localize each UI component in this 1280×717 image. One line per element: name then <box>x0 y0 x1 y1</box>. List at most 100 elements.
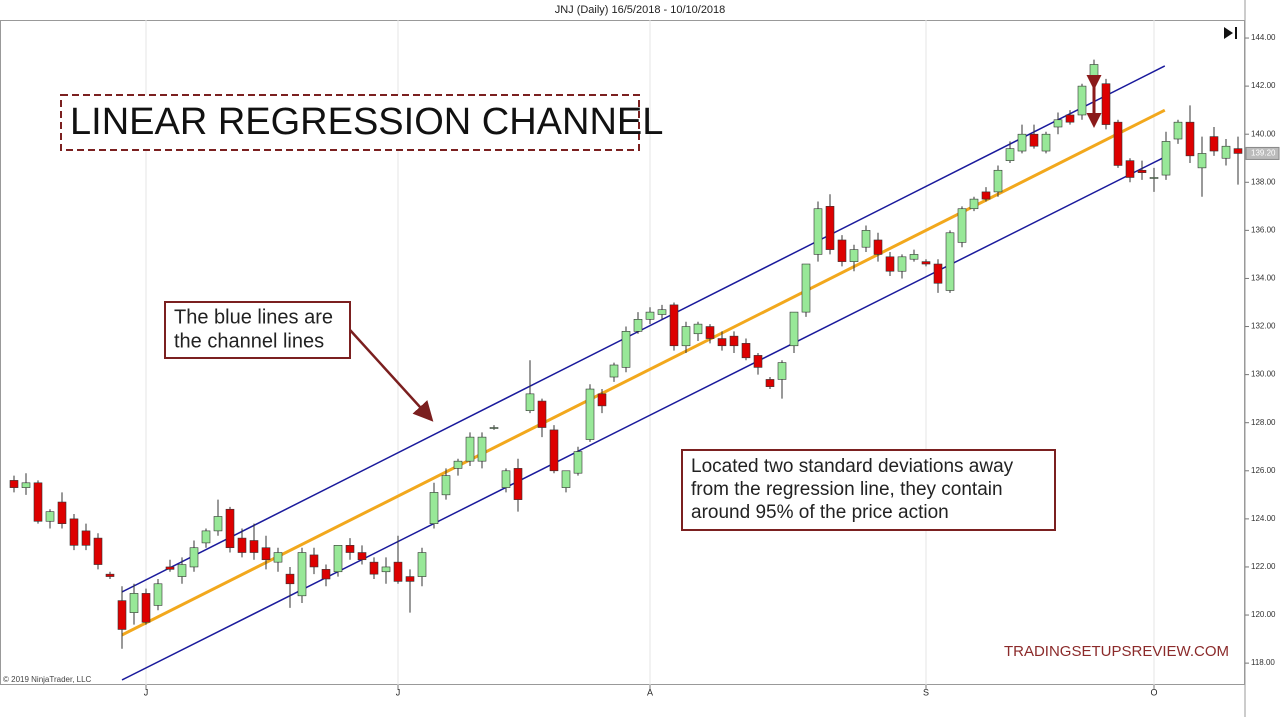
plot-layer <box>9 20 1243 685</box>
candle-body <box>645 311 655 320</box>
y-tick-label: 144.00 <box>1251 33 1276 42</box>
candle-body <box>429 492 439 524</box>
y-tick-label: 140.00 <box>1251 129 1276 138</box>
heading-box <box>60 94 640 151</box>
candle-body <box>873 239 883 255</box>
candle-body <box>897 256 907 272</box>
y-tick-label: 128.00 <box>1251 418 1276 427</box>
candle-body <box>141 593 151 623</box>
candle-body <box>405 576 415 582</box>
callout-box <box>164 301 351 359</box>
x-tick-label: S <box>923 687 929 697</box>
candle-body <box>21 482 31 488</box>
candle-body <box>909 254 919 260</box>
candle-body <box>441 475 451 496</box>
candle-body <box>981 191 991 200</box>
candle-body <box>309 554 319 568</box>
last-price-box <box>1245 146 1280 160</box>
y-tick-label: 120.00 <box>1251 610 1276 619</box>
candle-body <box>1041 133 1051 152</box>
candle-body <box>297 552 307 597</box>
y-tick-label: 136.00 <box>1251 225 1276 234</box>
callout-text: from the regression line, they contain <box>691 479 1003 500</box>
candle-body <box>933 263 943 284</box>
candle-body <box>1221 145 1231 159</box>
candle-body <box>969 198 979 210</box>
x-tick-label: J <box>396 687 401 697</box>
candle-body <box>1233 148 1243 154</box>
callout-text: around 95% of the price action <box>691 502 949 523</box>
candle-body <box>921 261 931 265</box>
candle-body <box>117 600 127 630</box>
candle-body <box>849 249 859 262</box>
candle-body <box>81 530 91 546</box>
candle-body <box>789 311 799 347</box>
candle-body <box>105 573 115 577</box>
candle-body <box>1173 121 1183 140</box>
candle-body <box>1053 119 1063 128</box>
candle-body <box>33 482 43 522</box>
candle-body <box>1161 141 1171 176</box>
candle-body <box>1137 169 1147 173</box>
candle-body <box>465 436 475 462</box>
candle-body <box>765 379 775 387</box>
candle-body <box>777 362 787 380</box>
candle-body <box>285 573 295 585</box>
callout-arrow <box>349 329 434 422</box>
candle-body <box>1089 64 1099 80</box>
callout-text: Located two standard deviations away <box>691 456 1014 477</box>
x-tick-label: A <box>647 687 653 697</box>
upper-channel <box>121 65 1166 593</box>
candle-body <box>273 552 283 563</box>
candle-body <box>417 552 427 577</box>
candle-body <box>201 530 211 544</box>
candle-body <box>957 208 967 243</box>
x-tick-label: O <box>1150 687 1157 697</box>
y-tick-label: 130.00 <box>1251 370 1276 379</box>
candle-body <box>165 566 175 570</box>
candle-body <box>261 547 271 561</box>
y-tick-label: 132.00 <box>1251 322 1276 331</box>
candle-body <box>393 561 403 582</box>
candle-body <box>561 470 571 488</box>
candle-body <box>213 516 223 532</box>
candle-body <box>9 480 19 488</box>
candle-body <box>345 545 355 553</box>
candle-body <box>357 552 367 561</box>
candle-body <box>729 335 739 347</box>
candle-body <box>657 309 667 315</box>
candle-body <box>369 561 379 575</box>
candle-body <box>477 436 487 462</box>
scroll-end-icon[interactable] <box>1224 27 1237 39</box>
candle-body <box>45 511 55 522</box>
callout-box <box>681 449 1056 531</box>
candle-body <box>1029 133 1039 147</box>
candle-body <box>585 388 595 440</box>
y-tick-label: 118.00 <box>1251 658 1275 667</box>
y-tick-label: 124.00 <box>1251 514 1276 523</box>
candle-body <box>525 393 535 411</box>
candle-body <box>501 470 511 488</box>
candle-body <box>621 331 631 368</box>
y-tick-label: 134.00 <box>1251 274 1276 283</box>
candle-body <box>633 319 643 332</box>
watermark: TRADINGSETUPSREVIEW.COM <box>1004 643 1229 660</box>
x-tick-label: J <box>144 687 149 697</box>
candle-body <box>669 304 679 347</box>
candle-body <box>717 338 727 347</box>
callout-text: the channel lines <box>174 330 324 352</box>
candle-body <box>753 355 763 368</box>
candle-body <box>177 564 187 577</box>
candle-body <box>705 326 715 339</box>
candle-body <box>453 460 463 469</box>
candle-body <box>597 393 607 407</box>
candle-body <box>1017 133 1027 152</box>
candle-body <box>237 537 247 553</box>
candle-body <box>333 545 343 573</box>
candle-body <box>1005 148 1015 161</box>
candle-body <box>1113 121 1123 166</box>
candle-body <box>225 508 235 549</box>
candle-body <box>1197 153 1207 169</box>
